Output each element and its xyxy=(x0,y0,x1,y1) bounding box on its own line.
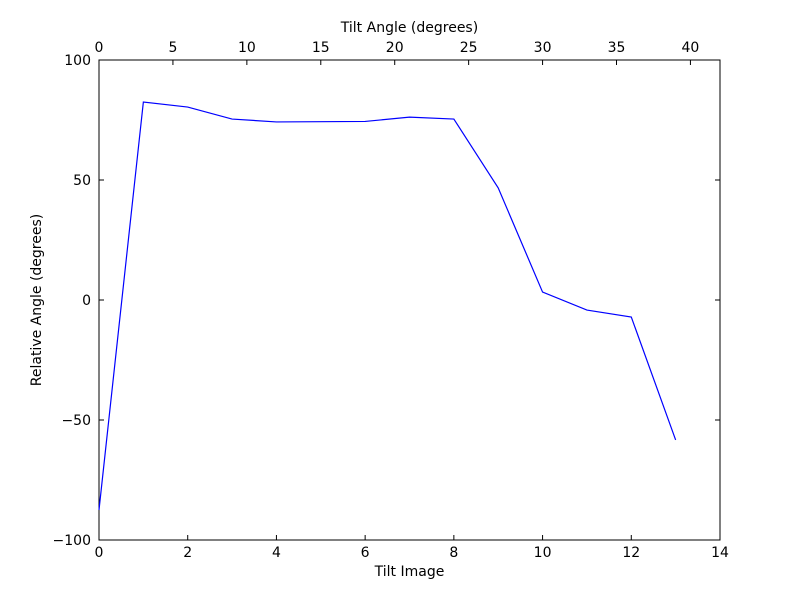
x-tick-label: 12 xyxy=(622,545,640,561)
x-tick-label: 8 xyxy=(449,545,458,561)
x2-tick-label: 25 xyxy=(460,40,478,56)
x2-tick-label: 5 xyxy=(168,40,177,56)
x2-tick-label: 10 xyxy=(238,40,256,56)
y-tick-label: −50 xyxy=(61,413,91,429)
x2-tick-label: 30 xyxy=(534,40,552,56)
y-tick-label: −100 xyxy=(53,533,91,549)
x2-tick-label: 20 xyxy=(386,40,404,56)
x2-tick-label: 0 xyxy=(95,40,104,56)
x-axis-label: Tilt Image xyxy=(374,564,445,580)
x2-tick-label: 15 xyxy=(312,40,330,56)
x2-tick-label: 35 xyxy=(608,40,626,56)
y-axis-label: Relative Angle (degrees) xyxy=(29,214,45,386)
y-tick-label: 0 xyxy=(82,293,91,309)
x-tick-label: 4 xyxy=(272,545,281,561)
x2-tick-label: 40 xyxy=(682,40,700,56)
x2-axis-label: Tilt Angle (degrees) xyxy=(340,20,478,36)
x-tick-label: 10 xyxy=(534,545,552,561)
x-tick-label: 14 xyxy=(711,545,729,561)
x-tick-label: 6 xyxy=(361,545,370,561)
y-tick-label: 50 xyxy=(73,173,91,189)
data-line xyxy=(98,101,677,511)
y-tick-label: 100 xyxy=(64,53,91,69)
x-tick-label: 2 xyxy=(183,545,192,561)
x-tick-label: 0 xyxy=(95,545,104,561)
